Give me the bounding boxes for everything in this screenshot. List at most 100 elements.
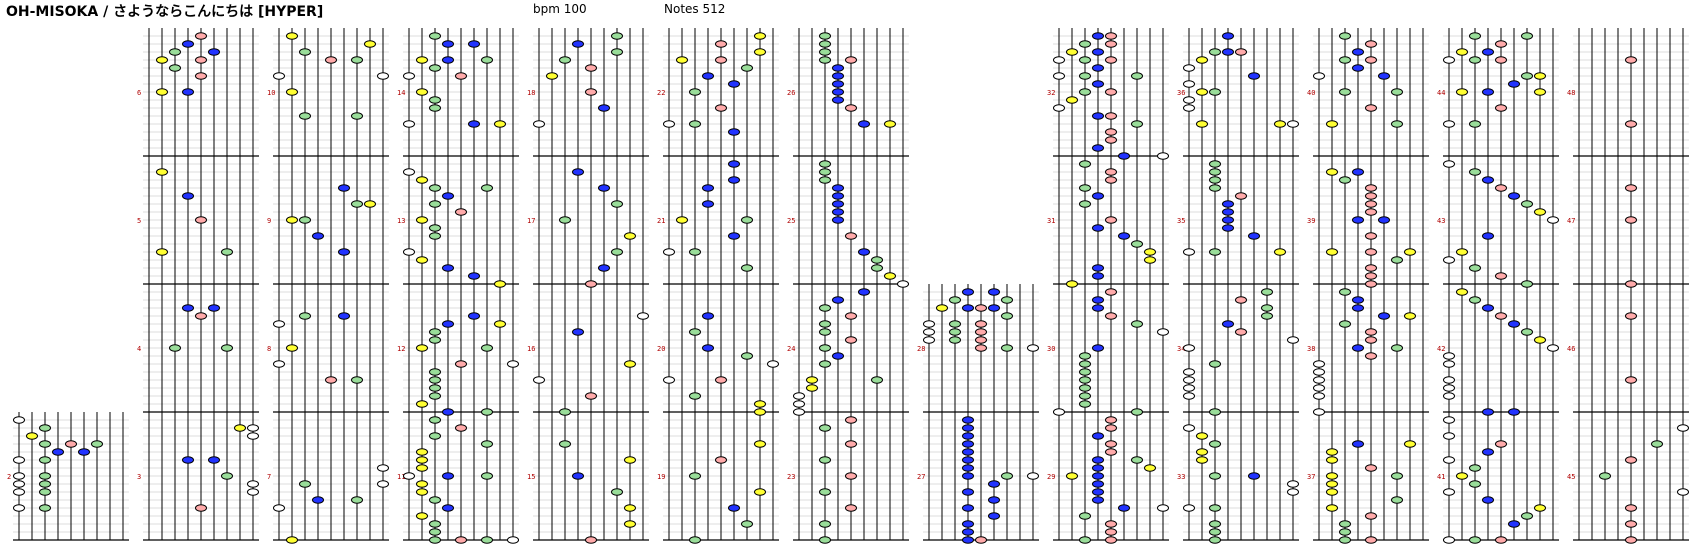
- note-white: [923, 336, 935, 344]
- note-green: [1599, 472, 1611, 480]
- note-blue: [1378, 216, 1390, 224]
- note-white: [507, 536, 519, 544]
- note-green: [819, 344, 831, 352]
- note-blue: [1222, 320, 1234, 328]
- note-green: [481, 184, 493, 192]
- note-green: [1209, 88, 1221, 96]
- note-green: [481, 472, 493, 480]
- note-white: [1443, 456, 1455, 464]
- note-blue: [1378, 72, 1390, 80]
- note-blue: [1222, 224, 1234, 232]
- note-yellow: [1326, 248, 1338, 256]
- note-green: [689, 472, 701, 480]
- note-red: [1365, 280, 1377, 288]
- note-red: [1365, 536, 1377, 544]
- note-red: [195, 216, 207, 224]
- note-yellow: [1196, 432, 1208, 440]
- measure-number: 12: [397, 345, 405, 353]
- measure-number: 47: [1567, 217, 1575, 225]
- note-green: [1391, 472, 1403, 480]
- note-yellow: [1066, 96, 1078, 104]
- measure-number: 38: [1307, 345, 1315, 353]
- note-blue: [1092, 344, 1104, 352]
- note-blue: [468, 40, 480, 48]
- note-white: [13, 480, 25, 488]
- note-green: [351, 496, 363, 504]
- note-yellow: [1326, 456, 1338, 464]
- note-white: [507, 360, 519, 368]
- note-yellow: [1456, 472, 1468, 480]
- measure-number: 30: [1047, 345, 1055, 353]
- note-white: [377, 480, 389, 488]
- note-red: [715, 456, 727, 464]
- note-green: [1209, 168, 1221, 176]
- note-blue: [832, 96, 844, 104]
- note-white: [1313, 384, 1325, 392]
- note-white: [663, 248, 675, 256]
- note-white: [1313, 376, 1325, 384]
- note-blue: [1222, 200, 1234, 208]
- note-blue: [442, 56, 454, 64]
- note-green: [299, 216, 311, 224]
- note-yellow: [676, 216, 688, 224]
- note-yellow: [1196, 56, 1208, 64]
- note-white: [1183, 248, 1195, 256]
- note-white: [1313, 360, 1325, 368]
- note-blue: [1352, 48, 1364, 56]
- note-white: [13, 416, 25, 424]
- note-blue: [832, 72, 844, 80]
- note-white: [1053, 408, 1065, 416]
- note-yellow: [1456, 48, 1468, 56]
- note-green: [429, 232, 441, 240]
- note-blue: [1092, 64, 1104, 72]
- note-yellow: [1066, 472, 1078, 480]
- note-white: [1287, 480, 1299, 488]
- note-red: [1365, 104, 1377, 112]
- note-red: [1105, 312, 1117, 320]
- note-red: [715, 56, 727, 64]
- note-yellow: [1404, 440, 1416, 448]
- note-white: [1443, 120, 1455, 128]
- note-yellow: [806, 384, 818, 392]
- note-blue: [208, 48, 220, 56]
- note-white: [1313, 368, 1325, 376]
- note-blue: [598, 184, 610, 192]
- measure-number: 39: [1307, 217, 1315, 225]
- note-blue: [702, 200, 714, 208]
- note-yellow: [884, 272, 896, 280]
- note-red: [845, 104, 857, 112]
- note-green: [559, 56, 571, 64]
- note-blue: [1118, 152, 1130, 160]
- note-blue: [728, 232, 740, 240]
- note-green: [819, 536, 831, 544]
- note-green: [1001, 296, 1013, 304]
- note-green: [429, 384, 441, 392]
- note-yellow: [494, 280, 506, 288]
- note-white: [1313, 392, 1325, 400]
- note-red: [1235, 328, 1247, 336]
- note-green: [1339, 176, 1351, 184]
- note-red: [1105, 176, 1117, 184]
- note-green: [299, 48, 311, 56]
- note-green: [299, 480, 311, 488]
- note-red: [1105, 216, 1117, 224]
- measure-number: 2: [7, 473, 11, 481]
- note-white: [1547, 344, 1559, 352]
- note-blue: [1352, 168, 1364, 176]
- note-green: [481, 440, 493, 448]
- note-green: [429, 336, 441, 344]
- note-blue: [182, 304, 194, 312]
- note-red: [1495, 312, 1507, 320]
- note-white: [1313, 72, 1325, 80]
- note-yellow: [286, 536, 298, 544]
- note-blue: [1118, 504, 1130, 512]
- note-blue: [1092, 32, 1104, 40]
- note-blue: [442, 264, 454, 272]
- note-yellow: [1456, 88, 1468, 96]
- note-yellow: [1326, 504, 1338, 512]
- note-white: [1157, 152, 1169, 160]
- note-yellow: [1456, 288, 1468, 296]
- measure-number: 40: [1307, 89, 1315, 97]
- note-green: [39, 488, 51, 496]
- note-yellow: [884, 120, 896, 128]
